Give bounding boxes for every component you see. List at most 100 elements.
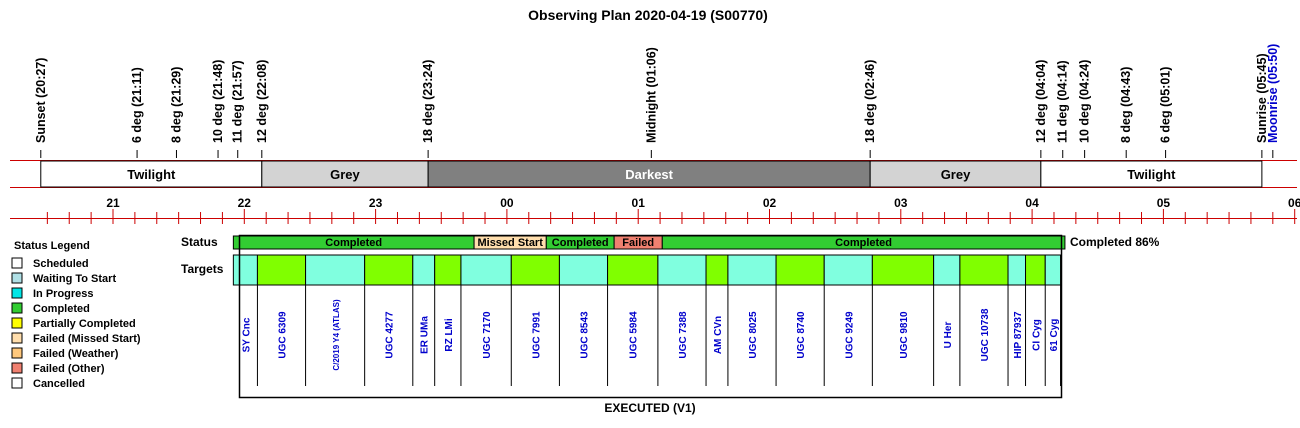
hour-label-02: 02 — [763, 196, 777, 210]
legend-swatch-waiting-to-start — [11, 272, 23, 284]
target-name-er-uma: ER UMa — [420, 316, 431, 354]
hour-axis: 21 22 23 00 01 02 03 04 05 06 — [10, 196, 1300, 224]
hour-label-03: 03 — [894, 196, 908, 210]
darkness-bands: Twilight Grey Darkest Grey Twilight — [10, 160, 1297, 188]
hour-label-21: 21 — [106, 196, 120, 210]
hour-label-04: 04 — [1025, 196, 1039, 210]
event-label-12-deg-04-04: 12 deg (04:04) — [1034, 60, 1048, 143]
targets-row-label: Targets — [181, 262, 224, 276]
status-row-label: Status — [181, 235, 218, 249]
band-grey-3 — [869, 160, 1042, 188]
target-name-ugc-8025: UGC 8025 — [748, 311, 759, 359]
legend-swatch-scheduled — [11, 257, 23, 269]
target-name-ugc-7991: UGC 7991 — [531, 311, 542, 359]
event-label-10-deg-04-24: 10 deg (04:24) — [1078, 60, 1092, 143]
status-segment-label-2: Completed — [552, 237, 609, 249]
target-block-hip-87937 — [1007, 254, 1027, 286]
legend-swatch-completed — [11, 302, 23, 314]
target-block-61-cyg — [1044, 254, 1062, 286]
plan-frame — [238, 234, 1063, 399]
plan-title: Observing Plan 2020-04-19 (S00770) — [528, 7, 768, 23]
target-name-ugc-6309: UGC 6309 — [278, 311, 289, 359]
target-block-ugc-7388 — [657, 254, 707, 286]
legend-label-in-progress: In Progress — [33, 288, 94, 300]
event-label-18-deg-02-46: 18 deg (02:46) — [863, 60, 877, 143]
target-name-ugc-5984: UGC 5984 — [629, 311, 640, 359]
event-label-10-deg-21-48: 10 deg (21:48) — [211, 60, 225, 143]
target-block-ugc-9249 — [823, 254, 873, 286]
hour-label-06: 06 — [1288, 196, 1300, 210]
target-block-ugc-7991 — [510, 254, 560, 286]
target-block-ugc-8025 — [727, 254, 777, 286]
target-name-u-her: U Her — [943, 322, 954, 349]
status-segment-label-3: Failed — [622, 237, 654, 249]
hour-label-22: 22 — [238, 196, 252, 210]
legend-swatch-failed-missed-start — [11, 332, 23, 344]
target-block-ci-cyg — [1025, 254, 1046, 286]
status-row: Completed Missed Start Completed Failed Comp… — [232, 235, 1066, 250]
target-name-ugc-7170: UGC 7170 — [482, 311, 493, 359]
target-block-er-uma — [412, 254, 436, 286]
band-label-twilight-0: Twilight — [127, 167, 176, 182]
status-segment-label-0: Completed — [325, 237, 382, 249]
hour-label-05: 05 — [1157, 196, 1171, 210]
hour-label-23: 23 — [369, 196, 383, 210]
legend-label-failed-weather: Failed (Weather) — [33, 348, 119, 360]
legend-label-cancelled: Cancelled — [33, 378, 85, 390]
event-markers: Sunset (20:27) 6 deg (21:11) 8 deg (21:29)… — [34, 44, 1280, 158]
target-name-hip-87937: HIP 87937 — [1013, 311, 1024, 359]
band-label-twilight-4: Twilight — [1127, 167, 1176, 182]
event-label-sunrise-05-45: Sunrise (05:45) — [1255, 53, 1269, 143]
event-label-6-deg-21-11: 6 deg (21:11) — [130, 67, 144, 143]
legend-label-partially-completed: Partially Completed — [33, 318, 136, 330]
target-block-ugc-5984 — [607, 254, 659, 286]
target-block-rz-lmi — [434, 254, 462, 286]
band-twilight-4 — [1040, 160, 1263, 188]
target-block-am-cvn — [705, 254, 729, 286]
target-name-rz-lmi: RZ LMi — [444, 318, 455, 352]
target-name-sy-cnc: SY Cnc — [241, 317, 252, 352]
target-block-ugc-7170 — [460, 254, 512, 286]
target-name-ci-cyg: CI Cyg — [1031, 319, 1042, 351]
legend-swatch-partially-completed — [11, 317, 23, 329]
event-label-11-deg-04-14: 11 deg (04:14) — [1056, 60, 1070, 143]
event-label-6-deg-05-01: 6 deg (05:01) — [1159, 67, 1173, 143]
event-label-11-deg-21-57: 11 deg (21:57) — [231, 60, 245, 143]
hour-label-01: 01 — [632, 196, 646, 210]
legend-label-scheduled: Scheduled — [33, 258, 89, 270]
target-name-c-2019-y4-atlas: C/2019 Y4 (ATLAS) — [332, 299, 341, 371]
legend-swatch-failed-other — [11, 362, 23, 374]
band-label-grey-1: Grey — [330, 167, 360, 182]
legend-title: Status Legend — [14, 240, 90, 252]
legend-swatch-in-progress — [11, 287, 23, 299]
target-name-ugc-9810: UGC 9810 — [899, 311, 910, 359]
target-name-ugc-7388: UGC 7388 — [678, 311, 689, 359]
target-block-ugc-9810 — [871, 254, 935, 286]
legend-swatch-cancelled — [11, 377, 23, 389]
target-block-ugc-8740 — [775, 254, 825, 286]
event-label-12-deg-22-08: 12 deg (22:08) — [255, 60, 269, 143]
legend-label-completed: Completed — [33, 303, 90, 315]
event-label-sunset-20-27: Sunset (20:27) — [34, 58, 48, 143]
target-name-am-cvn: AM CVn — [713, 316, 724, 354]
status-legend: Status Legend Scheduled Waiting To Start I… — [11, 240, 141, 390]
target-block-ugc-10738 — [959, 254, 1009, 286]
band-grey-1 — [261, 160, 429, 188]
status-segment-label-4: Completed — [835, 237, 892, 249]
event-label-midnight-01-06: Midnight (01:06) — [644, 47, 658, 143]
target-block-ugc-4277 — [364, 254, 414, 286]
target-block-ugc-8543 — [558, 254, 609, 286]
legend-label-failed-missed-start: Failed (Missed Start) — [33, 333, 141, 345]
target-name-61-cyg: 61 Cyg — [1049, 319, 1060, 352]
target-block-c-2019-y4-atlas — [305, 254, 366, 286]
completion-summary: Completed 86% — [1070, 235, 1160, 249]
legend-swatch-failed-weather — [11, 347, 23, 359]
legend-label-waiting-to-start: Waiting To Start — [33, 273, 116, 285]
targets-row: SY Cnc UGC 6309 C/2019 Y4 (ATLAS) UGC 4277 E… — [232, 254, 1062, 386]
target-block-u-her — [933, 254, 961, 286]
event-label-18-deg-23-24: 18 deg (23:24) — [421, 60, 435, 143]
plan-footer: EXECUTED (V1) — [604, 401, 695, 415]
hour-label-00: 00 — [500, 196, 514, 210]
event-label-moonrise-05-50: Moonrise (05:50) — [1266, 44, 1280, 143]
